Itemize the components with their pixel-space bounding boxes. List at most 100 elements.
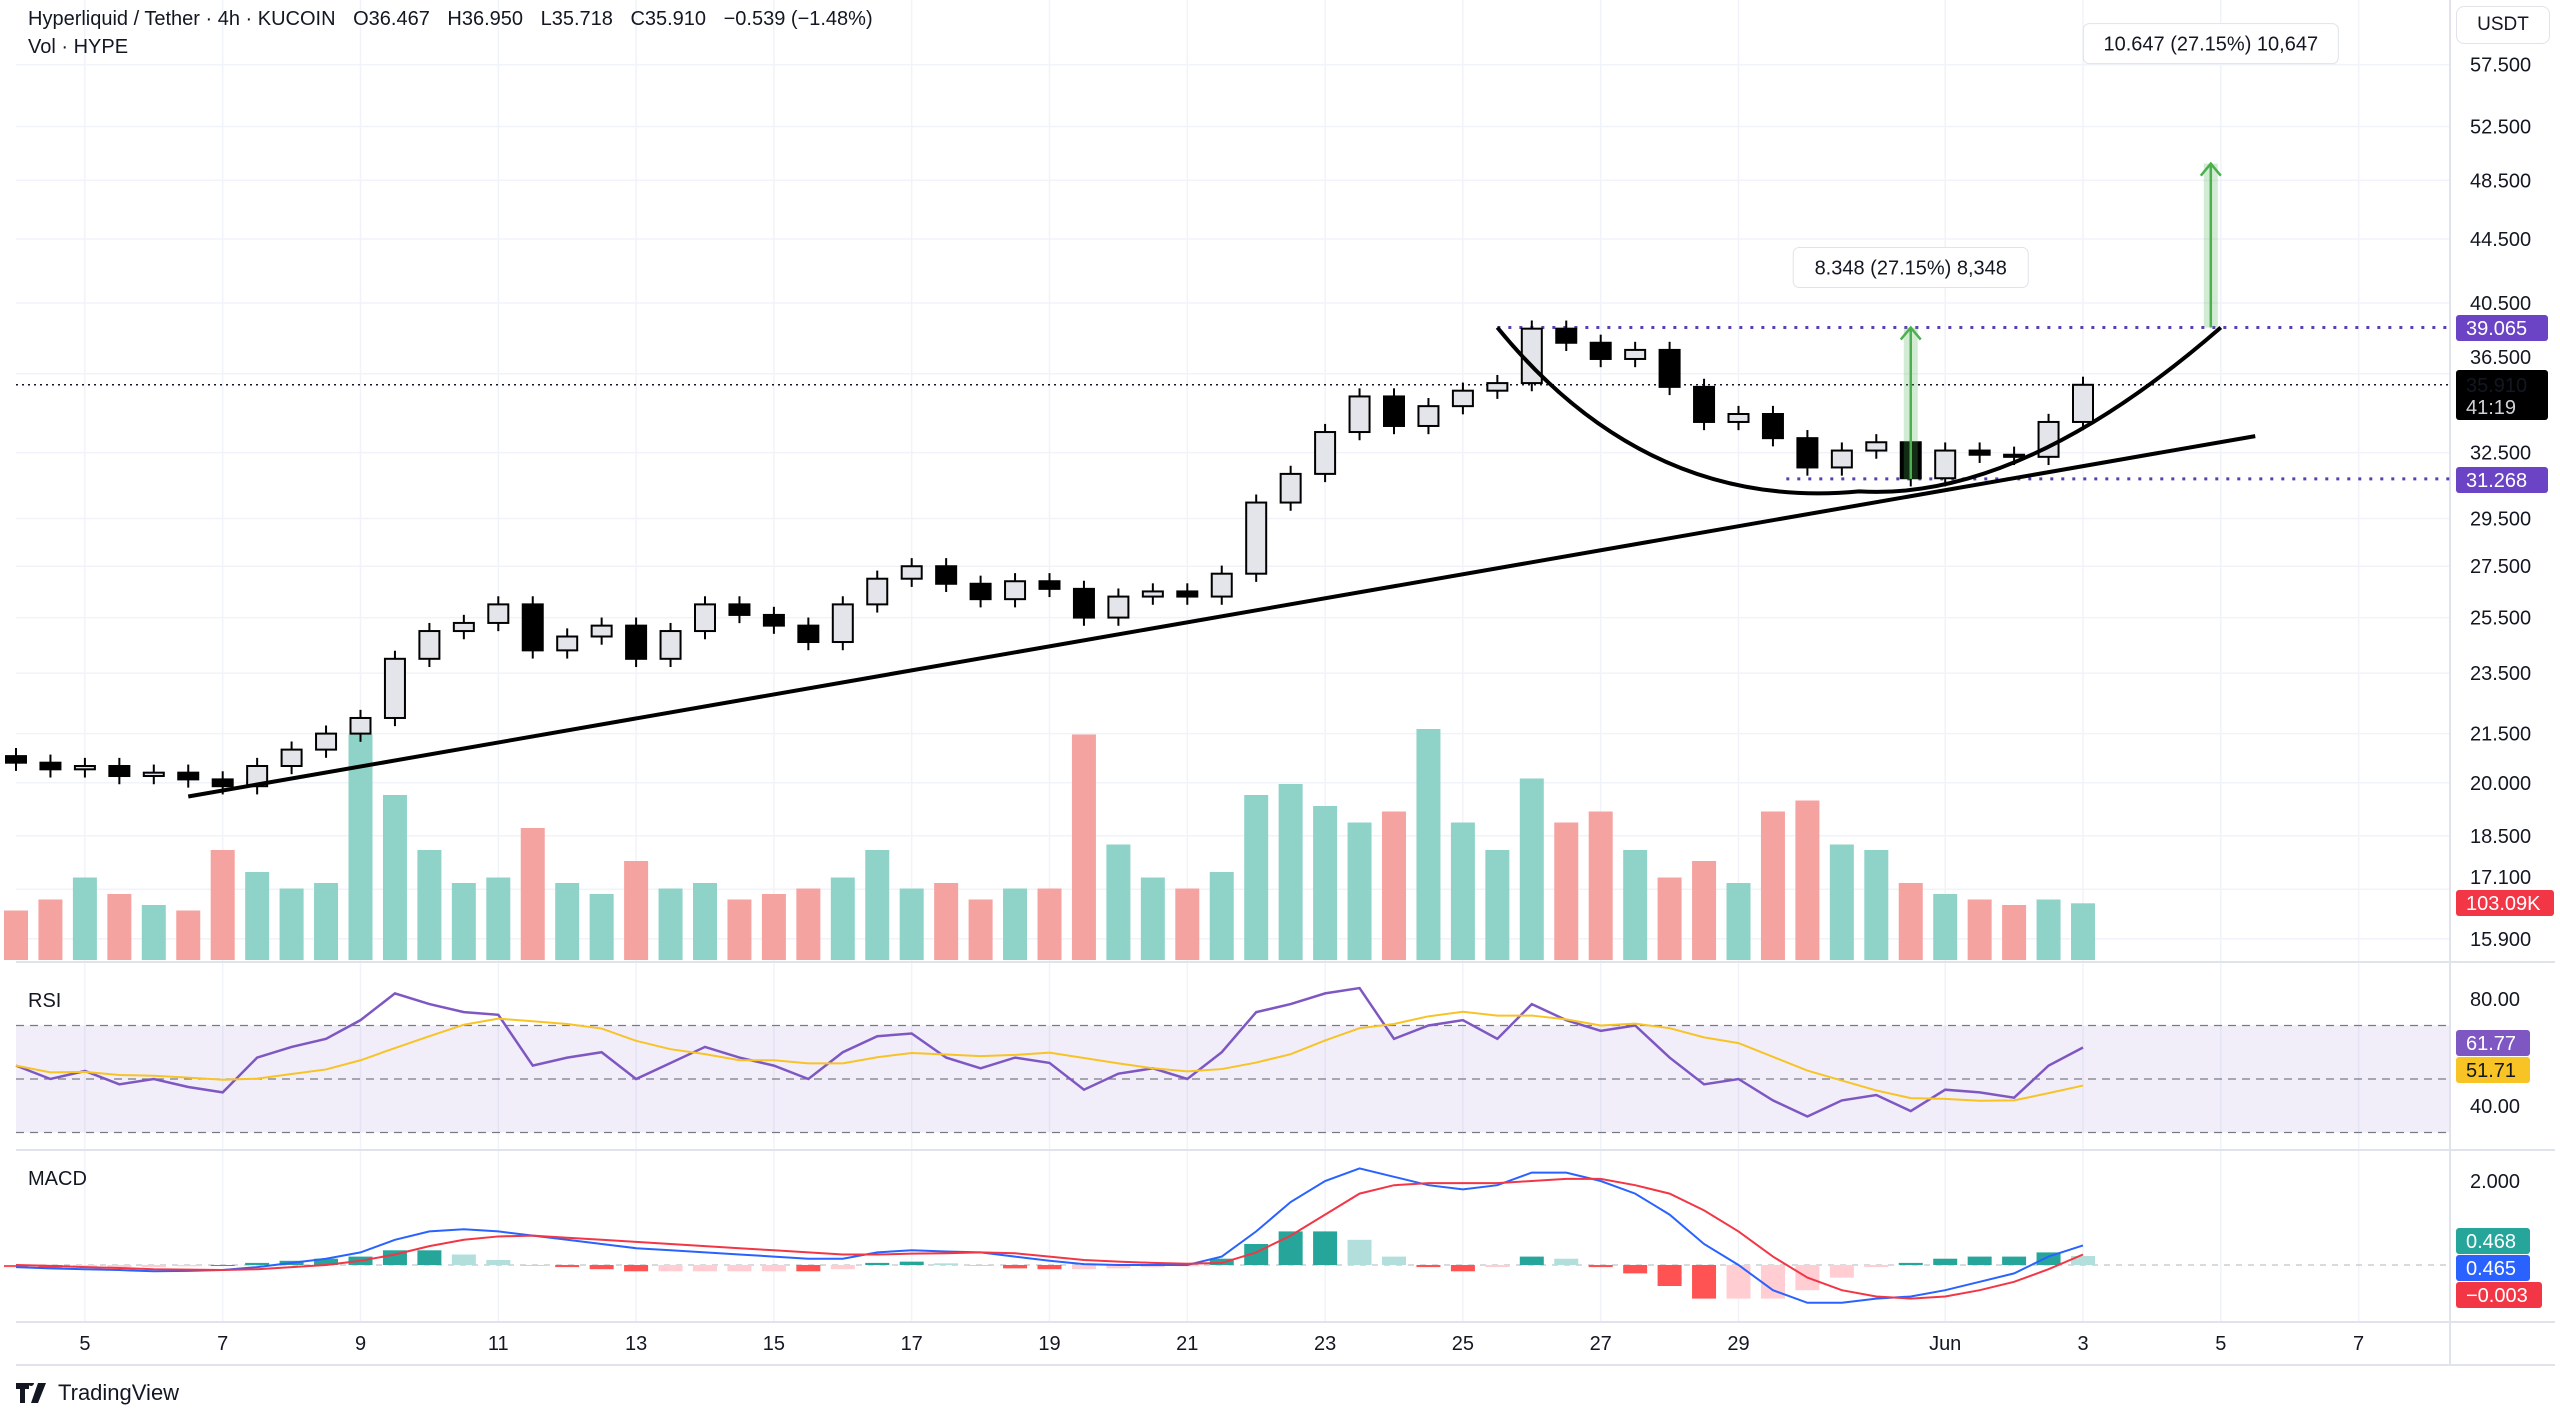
candle-body [1693, 385, 1716, 423]
macd-histogram-bar [1554, 1258, 1579, 1265]
volume-bar [1347, 822, 1372, 960]
volume-bar [1278, 784, 1303, 960]
macd-histogram-bar [4, 1265, 28, 1268]
volume-bar [693, 883, 717, 960]
volume-bar [210, 850, 235, 960]
candle-body [383, 657, 406, 719]
macd-histogram-bar [1588, 1265, 1613, 1268]
macd-histogram-bar [796, 1265, 821, 1272]
measure-arrow-1-arrowhead-icon [1899, 325, 1922, 341]
ohlc-close: C35.910 [630, 8, 707, 30]
macd-histogram-bar [72, 1265, 97, 1268]
volume-bar [1382, 811, 1406, 960]
macd-value-badge: −0.003 [2466, 1285, 2528, 1307]
macd-histogram-bar [1657, 1265, 1682, 1286]
volume-bar [658, 888, 683, 960]
macd-histogram-bar [1140, 1265, 1165, 1268]
measure-arrow-2-label-text: 10.647 (27.15%) 10,647 [2103, 34, 2318, 56]
macd-histogram-bar [2002, 1256, 2027, 1265]
currency-button[interactable]: USDT [2456, 6, 2550, 44]
macd-histogram-bar [417, 1250, 442, 1265]
rsi-band [16, 1025, 2450, 1133]
cup-curve[interactable] [1495, 326, 2223, 496]
candle-body [694, 603, 716, 633]
volume-bar [314, 883, 339, 960]
tradingview-logo[interactable]: TradingView [16, 1380, 179, 1406]
measure-arrow-2-label-box [2082, 23, 2339, 65]
candle-body [900, 565, 923, 580]
rsi-legend[interactable]: RSI [28, 990, 62, 1012]
macd-histogram-bar [210, 1265, 235, 1266]
rsi-ma-value-badge: 51.71 [2466, 1060, 2516, 1082]
candle-body [1072, 587, 1095, 619]
candle-body [521, 603, 544, 652]
macd-legend[interactable]: MACD [28, 1168, 87, 1190]
volume-bar [727, 899, 752, 960]
candle-body [866, 577, 889, 606]
volume-bar [279, 888, 304, 960]
price-tick-label: 44.500 [2470, 229, 2531, 251]
volume-bar [1657, 877, 1682, 960]
candle-body [1727, 413, 1750, 423]
time-tick-label: 23 [1314, 1333, 1336, 1355]
volume-bar [72, 877, 97, 960]
signal-line [15, 1177, 2084, 1300]
time-tick-label: 13 [625, 1333, 647, 1355]
volume-bar [245, 872, 270, 960]
macd-histogram-bar [1967, 1256, 1992, 1265]
candle-body [659, 630, 682, 660]
price-tick-label: 40.500 [2470, 293, 2531, 315]
candle-body [177, 771, 200, 781]
volume-bar [1003, 888, 1028, 960]
volume-bar [899, 888, 924, 960]
candle-body [1210, 572, 1233, 598]
candle-body [1796, 437, 1819, 469]
time-tick-label: 7 [217, 1333, 228, 1355]
volume-legend[interactable]: Vol · HYPE [28, 36, 129, 58]
macd-histogram-bar [107, 1265, 132, 1268]
macd-histogram-bar [555, 1265, 580, 1268]
resistance-price-badge-bg [2456, 315, 2548, 341]
candle-body [625, 624, 648, 660]
candle-body [1934, 449, 1957, 480]
volume-bar [1933, 894, 1958, 960]
volume-bar [1829, 844, 1854, 960]
macd-histogram-bar [1003, 1265, 1028, 1269]
price-tick-label: 20.000 [2470, 773, 2531, 795]
candle-body [797, 624, 820, 644]
candle-body [969, 582, 992, 601]
volume-bar [1244, 795, 1269, 960]
time-tick-label: 7 [2353, 1333, 2364, 1355]
macd-histogram-bar [1485, 1265, 1510, 1268]
volume-bar [520, 828, 545, 960]
symbol-legend: Hyperliquid / Tether · 4h · KUCOIN O36.4… [28, 8, 885, 31]
candle-body [1830, 449, 1853, 469]
price-tick-label: 25.500 [2470, 608, 2531, 630]
trendline[interactable] [187, 434, 2256, 799]
candle-body [590, 624, 613, 638]
volume-bar [417, 850, 442, 960]
candle-body [1348, 395, 1371, 434]
volume-bar [1692, 861, 1717, 960]
price-tick-label: 21.500 [2470, 724, 2531, 746]
symbol-title[interactable]: Hyperliquid / Tether · 4h · KUCOIN [28, 8, 336, 30]
measure-arrow-2-label: 10.647 (27.15%) 10,647 [2082, 23, 2339, 65]
price-tick-label: 48.500 [2470, 170, 2531, 192]
candle-body [728, 603, 751, 616]
volume-value-badge-bg [2456, 890, 2554, 916]
macd-histogram-bar [1829, 1265, 1854, 1278]
macd-histogram-bar [693, 1265, 717, 1272]
volume-bar [141, 905, 166, 960]
macd-histogram-bar [727, 1265, 752, 1272]
candle-body [1176, 590, 1199, 598]
macd-histogram-bar [968, 1265, 993, 1266]
candle-body [1107, 595, 1130, 619]
support-price-badge: 31.268 [2466, 470, 2527, 492]
candle-countdown: 41:19 [2466, 397, 2516, 419]
volume-bar [1864, 850, 1889, 960]
price-tick-label: 23.500 [2470, 663, 2531, 685]
candle-body [5, 755, 27, 764]
candle-body [1245, 501, 1268, 575]
candle-body [2072, 383, 2094, 423]
